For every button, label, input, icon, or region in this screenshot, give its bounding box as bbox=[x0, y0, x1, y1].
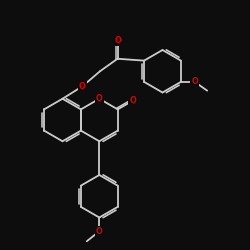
Text: O: O bbox=[130, 96, 136, 105]
Text: O: O bbox=[191, 78, 198, 86]
Text: O: O bbox=[96, 94, 103, 103]
Text: O: O bbox=[79, 82, 86, 91]
Text: O: O bbox=[114, 36, 121, 44]
Text: O: O bbox=[96, 227, 103, 236]
